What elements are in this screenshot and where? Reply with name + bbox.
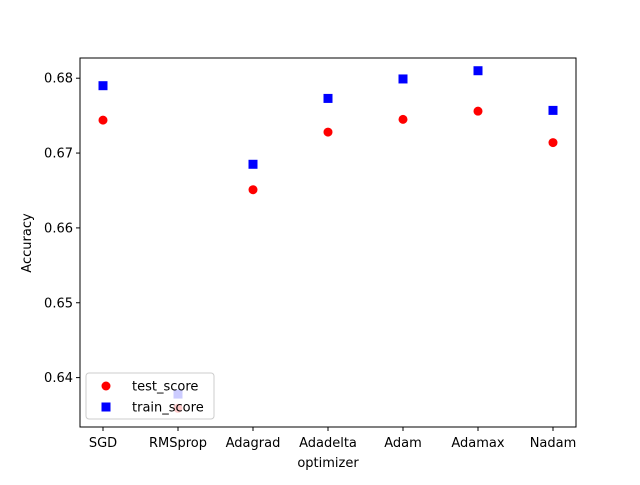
y-tick-label: 0.68: [44, 72, 73, 87]
x-tick-label: Adagrad: [226, 436, 281, 451]
x-tick-label: Adam: [384, 436, 422, 451]
plot-area: [80, 58, 576, 427]
x-axis-title: optimizer: [297, 456, 359, 471]
test_score-point: [473, 106, 483, 116]
data-marks: [98, 66, 558, 413]
x-tick-label: SGD: [89, 436, 117, 451]
legend-box: [85, 372, 215, 420]
test_score-point: [398, 114, 408, 124]
train_score-point: [98, 81, 108, 91]
legend-marker-test_score: [101, 381, 111, 391]
train_score-point: [548, 105, 558, 115]
x-tick-label: Nadam: [530, 436, 577, 451]
train_score-point: [398, 74, 408, 84]
test_score-point: [248, 185, 258, 195]
train_score-point: [323, 93, 333, 103]
y-tick-label: 0.66: [44, 221, 73, 236]
x-tick-label: Adadelta: [299, 436, 357, 451]
y-tick-label: 0.67: [44, 147, 73, 162]
test_score-point: [323, 127, 333, 137]
train_score-point: [473, 66, 483, 76]
train_score-point: [248, 159, 258, 169]
y-tick-label: 0.65: [44, 296, 73, 311]
legend: test_score train_score: [85, 372, 215, 420]
plot-frame: [79, 57, 577, 428]
test_score-point: [548, 138, 558, 148]
x-tick-label: Adamax: [451, 436, 505, 451]
axis-ticks: SGD RMSprop Adagrad Adadelta Adam Adamax Nadam…: [44, 72, 576, 451]
legend-marker-train_score: [101, 402, 111, 412]
test_score-point: [98, 115, 108, 125]
y-axis-title: Accuracy: [20, 213, 35, 273]
legend-label: train_score: [132, 401, 204, 416]
x-tick-label: RMSprop: [149, 436, 207, 451]
y-tick-label: 0.64: [44, 371, 73, 386]
legend-label: test_score: [132, 380, 198, 395]
